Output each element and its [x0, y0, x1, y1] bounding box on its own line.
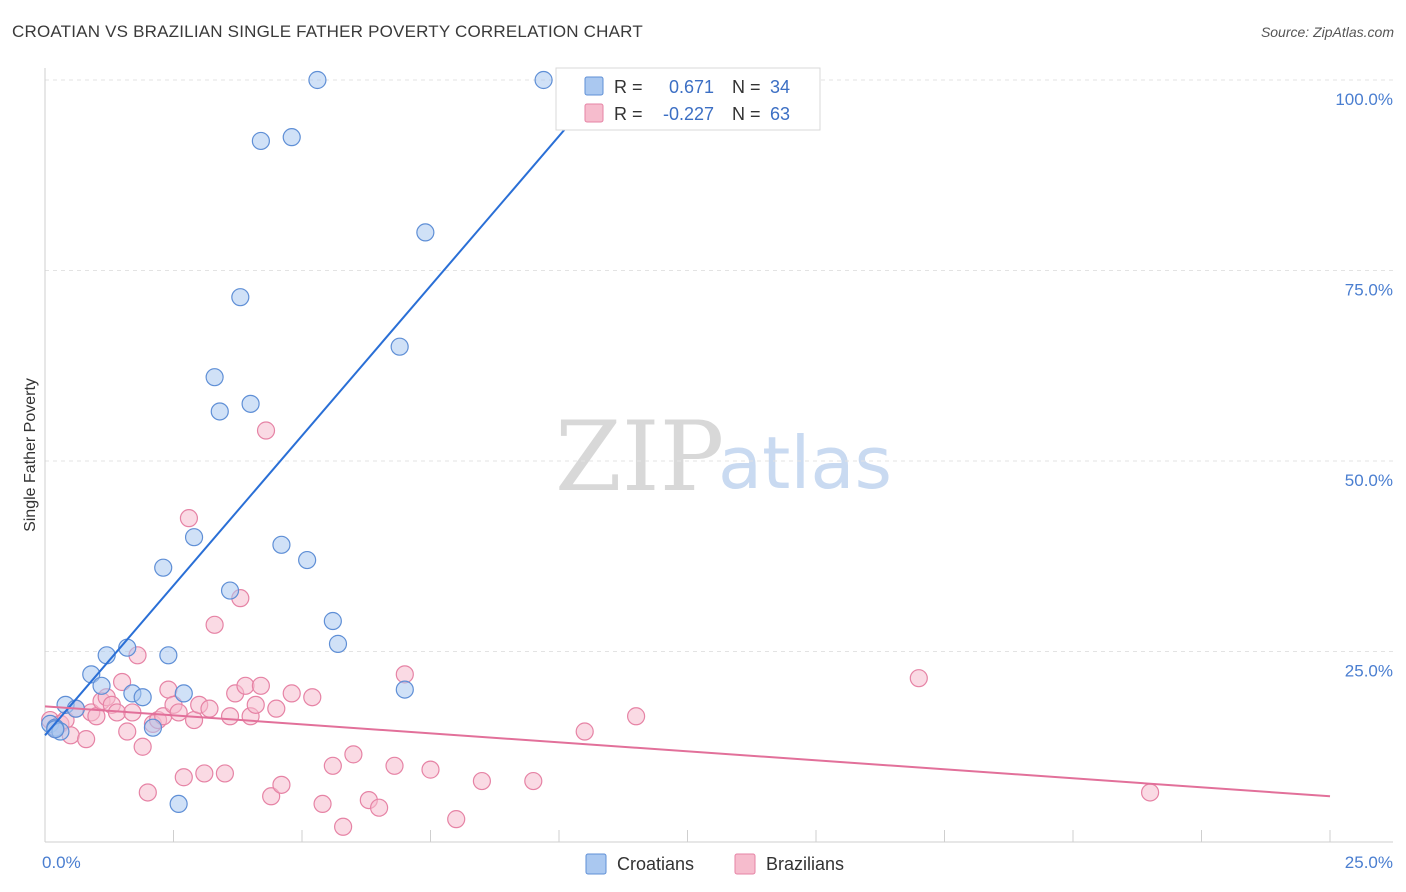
brazilians-point [272, 775, 291, 794]
bottom-legend-swatch-croatians [585, 853, 607, 875]
brazilians-point [256, 421, 276, 440]
brazilians-point [174, 768, 193, 787]
brazilians-point [447, 810, 466, 829]
watermark-atlas: atlas [718, 421, 892, 505]
brazilians-point [112, 672, 132, 692]
croatians-point [323, 611, 342, 631]
legend-r-label-croatians: R = [614, 77, 643, 97]
croatians-point [395, 680, 414, 699]
watermark-zip: ZIP [555, 401, 724, 513]
trend-lines [44, 117, 1331, 798]
brazilians-point [323, 756, 342, 775]
brazilians-point [195, 764, 214, 783]
brazilians-point [267, 699, 286, 718]
croatians-point [133, 688, 152, 707]
bottom-legend-label-croatians: Croatians [617, 854, 694, 874]
brazilians-point [303, 688, 322, 707]
croatians-point [298, 550, 317, 570]
correlation-legend: R = 0.671 N = 34 R = -0.227 N = 63 [555, 67, 821, 131]
legend-swatch-brazilians [584, 103, 604, 123]
brazilians-point [385, 756, 404, 775]
croatians-point [220, 581, 240, 600]
brazilians-point [220, 707, 240, 726]
brazilians-point [215, 764, 234, 783]
brazilians-point [575, 722, 594, 741]
brazilians-point [200, 699, 219, 718]
croatians-point [308, 70, 327, 90]
croatians-point [154, 558, 173, 577]
croatians-point [390, 337, 409, 356]
y-tick-label: 25.0% [1345, 662, 1393, 681]
croatians-point [184, 528, 204, 547]
croatians-point [159, 646, 178, 665]
brazilians-point [262, 787, 281, 806]
croatians-trend-line [44, 117, 576, 736]
croatians-point [241, 394, 260, 413]
legend-n-value-croatians: 34 [770, 77, 790, 97]
croatians-points [41, 70, 553, 814]
brazilians-point [184, 710, 204, 730]
legend-n-label-brazilians: N = [732, 104, 761, 124]
croatians-point [534, 70, 553, 90]
brazilians-point [472, 771, 491, 791]
brazilians-point [370, 798, 389, 817]
brazilians-point [205, 615, 224, 634]
brazilians-point [133, 737, 152, 756]
croatians-point [92, 676, 111, 695]
y-tick-label: 75.0% [1345, 281, 1393, 300]
bottom-legend-swatch-brazilians [734, 853, 756, 875]
legend-n-label-croatians: N = [732, 77, 761, 97]
grid-layer [45, 79, 1393, 652]
brazilians-point [118, 722, 137, 741]
legend-n-value-brazilians: 63 [770, 104, 790, 124]
brazilians-point [395, 665, 414, 684]
legend-r-value-croatians: 0.671 [669, 77, 714, 97]
x-tick-label-max: 25.0% [1345, 853, 1393, 872]
chart-title: CROATIAN VS BRAZILIAN SINGLE FATHER POVE… [12, 22, 643, 41]
brazilians-point [251, 676, 270, 695]
series-legend: Croatians Brazilians [585, 853, 844, 875]
brazilians-point [138, 783, 157, 802]
brazilians-point [334, 817, 353, 836]
croatians-point [416, 223, 435, 242]
y-axis-label: Single Father Poverty [22, 378, 39, 532]
croatians-point [174, 684, 193, 703]
croatians-point [169, 794, 188, 814]
croatians-point [205, 368, 224, 387]
x-tick-label-min: 0.0% [42, 853, 81, 872]
brazilians-point [282, 684, 301, 703]
y-tick-label: 100.0% [1335, 90, 1393, 109]
croatians-point [210, 402, 229, 421]
brazilians-point [77, 730, 96, 749]
brazilians-point [909, 669, 928, 688]
brazilians-point [179, 509, 199, 528]
legend-swatch-croatians [584, 76, 604, 96]
brazilians-point [313, 794, 332, 814]
croatians-point [46, 720, 65, 739]
bottom-legend-label-brazilians: Brazilians [766, 854, 844, 874]
brazilians-point [344, 745, 363, 764]
croatians-point [282, 128, 301, 147]
brazilians-point [524, 771, 543, 791]
croatians-point [231, 288, 250, 307]
brazilians-point [626, 707, 646, 726]
brazilians-point [421, 760, 440, 779]
legend-r-label-brazilians: R = [614, 104, 643, 124]
source-note: Source: ZipAtlas.com [1260, 24, 1394, 40]
brazilians-point [236, 676, 255, 695]
croatians-point [143, 718, 163, 737]
croatians-point [251, 131, 270, 151]
brazilians-point [169, 703, 188, 722]
y-tick-label: 50.0% [1345, 471, 1393, 490]
brazilians-point [1140, 783, 1160, 802]
brazilians-point [159, 680, 178, 699]
brazilians-trend-line [44, 705, 1331, 798]
brazilians-point [246, 695, 265, 714]
legend-r-value-brazilians: -0.227 [663, 104, 714, 124]
croatians-point [272, 535, 291, 554]
croatians-point [328, 634, 348, 653]
